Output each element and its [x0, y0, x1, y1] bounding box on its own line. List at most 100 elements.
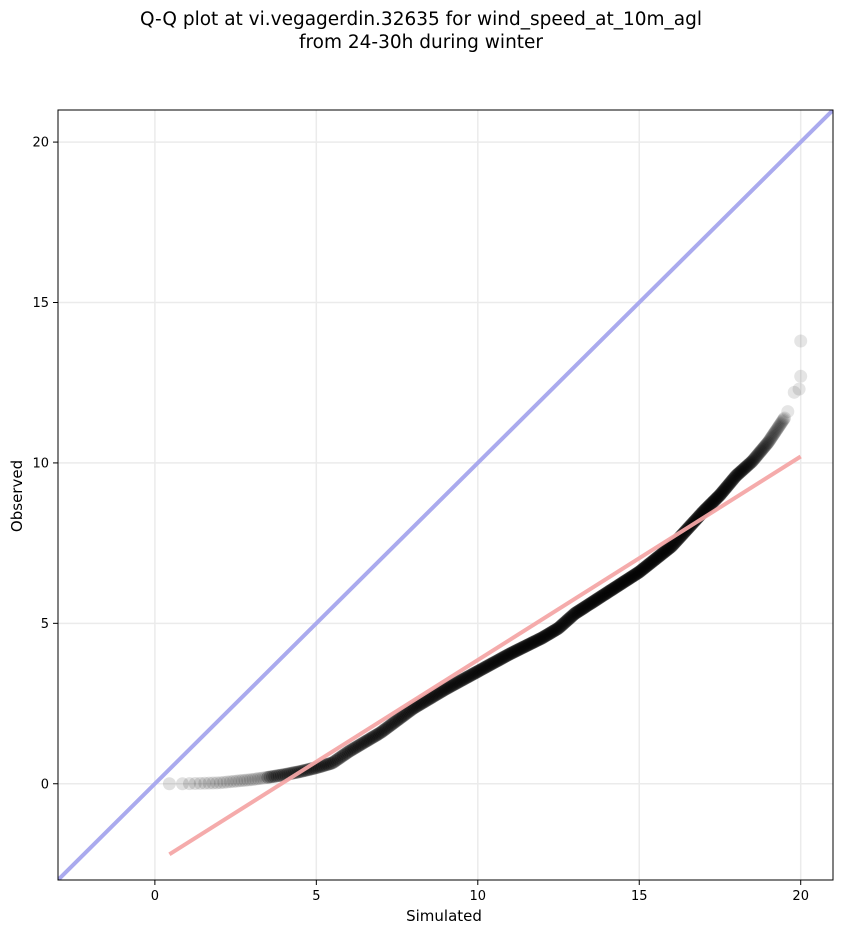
data-point	[660, 543, 674, 557]
data-point	[723, 477, 737, 491]
data-point	[722, 478, 736, 492]
data-point	[716, 484, 730, 498]
data-point	[582, 598, 596, 612]
data-point	[511, 643, 525, 657]
data-point	[754, 444, 768, 458]
data-point	[359, 735, 373, 749]
data-point	[748, 451, 762, 465]
data-point	[751, 447, 765, 461]
data-point	[732, 466, 746, 480]
data-point	[713, 488, 727, 502]
data-point	[758, 439, 772, 453]
data-point	[703, 498, 717, 512]
data-point	[472, 664, 486, 678]
data-point	[330, 753, 344, 767]
fit-line	[168, 454, 802, 857]
data-point	[727, 472, 741, 486]
data-point	[388, 715, 402, 729]
data-point	[484, 657, 498, 671]
identity-line-layer	[58, 110, 833, 880]
data-point	[617, 575, 631, 589]
data-point	[351, 739, 365, 753]
data-point	[198, 776, 212, 790]
data-point	[396, 709, 410, 723]
data-point	[545, 625, 559, 639]
data-point	[764, 430, 778, 444]
data-point	[230, 774, 244, 788]
data-point	[375, 725, 389, 739]
data-point	[776, 413, 790, 427]
data-point	[506, 645, 520, 659]
data-point	[701, 500, 715, 514]
data-point	[446, 678, 460, 692]
y-tick-label: 20	[32, 136, 49, 151]
data-point	[757, 440, 771, 454]
data-point	[529, 634, 543, 648]
data-point	[565, 609, 579, 623]
data-point	[717, 483, 731, 497]
data-point	[422, 692, 436, 706]
data-point	[709, 492, 723, 506]
data-point	[249, 772, 263, 786]
data-point	[537, 630, 551, 644]
data-point	[736, 462, 750, 476]
data-point	[535, 631, 549, 645]
data-point	[356, 736, 370, 750]
data-point	[421, 693, 435, 707]
data-point	[536, 631, 550, 645]
data-point	[584, 596, 598, 610]
data-point	[586, 595, 600, 609]
data-point	[762, 434, 776, 448]
data-point	[443, 679, 457, 693]
data-point	[759, 438, 773, 452]
data-point	[577, 601, 591, 615]
data-point	[217, 775, 231, 789]
data-point	[272, 769, 286, 783]
data-point	[451, 675, 465, 689]
data-point	[702, 499, 716, 513]
data-point	[608, 580, 622, 594]
data-point	[738, 461, 752, 475]
data-point	[213, 776, 227, 790]
data-point	[232, 774, 246, 788]
data-point	[576, 601, 590, 615]
data-point	[226, 774, 240, 788]
data-point	[244, 773, 258, 787]
data-point	[632, 565, 646, 579]
data-point	[210, 776, 224, 790]
points-layer	[162, 334, 808, 791]
data-point	[609, 580, 623, 594]
data-point	[646, 554, 660, 568]
data-point	[512, 642, 526, 656]
data-point	[613, 577, 627, 591]
data-point	[354, 737, 368, 751]
data-point	[406, 702, 420, 716]
data-point	[531, 633, 545, 647]
data-point	[757, 441, 771, 455]
data-point	[753, 445, 767, 459]
data-point	[640, 559, 654, 573]
x-tick-label: 15	[631, 889, 648, 904]
data-point	[514, 642, 528, 656]
data-point	[175, 777, 189, 791]
data-point	[336, 748, 350, 762]
data-point	[636, 562, 650, 576]
data-point	[755, 443, 769, 457]
data-point	[437, 683, 451, 697]
data-point	[566, 608, 580, 622]
data-point	[559, 614, 573, 628]
data-point	[515, 641, 529, 655]
data-point	[440, 681, 454, 695]
data-point	[453, 674, 467, 688]
data-point	[541, 627, 555, 641]
data-point	[480, 659, 494, 673]
data-point	[423, 691, 437, 705]
data-point	[427, 689, 441, 703]
data-point	[761, 435, 775, 449]
data-point	[662, 541, 676, 555]
data-point	[476, 662, 490, 676]
data-point	[642, 557, 656, 571]
data-point	[705, 496, 719, 510]
data-point	[426, 690, 440, 704]
data-point	[704, 497, 718, 511]
